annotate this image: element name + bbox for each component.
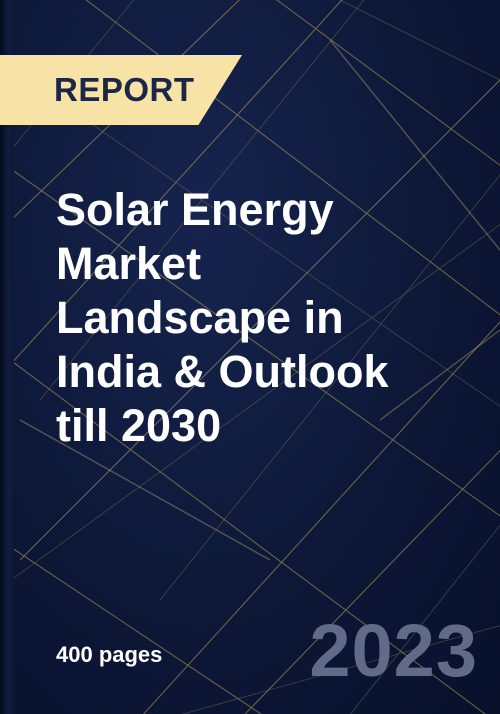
page-count: 400 pages xyxy=(56,642,163,667)
title-line: Market xyxy=(56,238,202,289)
report-badge xyxy=(0,55,242,125)
title-line: till 2030 xyxy=(56,400,222,451)
title-line: Solar Energy xyxy=(56,184,334,235)
publication-year: 2023 xyxy=(309,609,478,692)
book-spine-shadow xyxy=(0,0,14,714)
title-line: India & Outlook xyxy=(56,346,389,397)
title-line: Landscape in xyxy=(56,292,344,343)
report-badge-label: REPORT xyxy=(54,71,195,108)
report-title: Solar Energy Market Landscape in India &… xyxy=(56,183,486,453)
